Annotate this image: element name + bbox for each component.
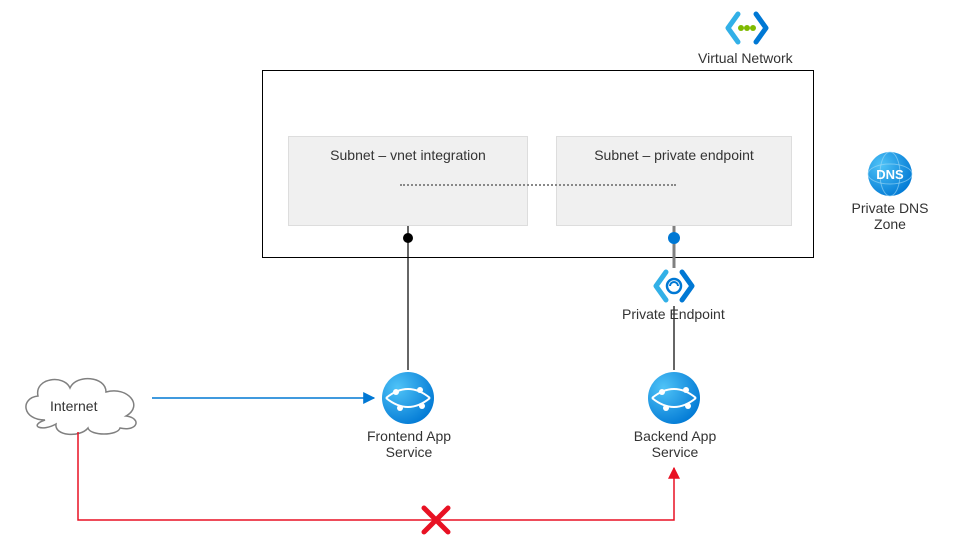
arrow-internet-to-backend-blocked: [0, 0, 977, 557]
architecture-diagram: Virtual Network Subnet – vnet integratio…: [0, 0, 977, 557]
